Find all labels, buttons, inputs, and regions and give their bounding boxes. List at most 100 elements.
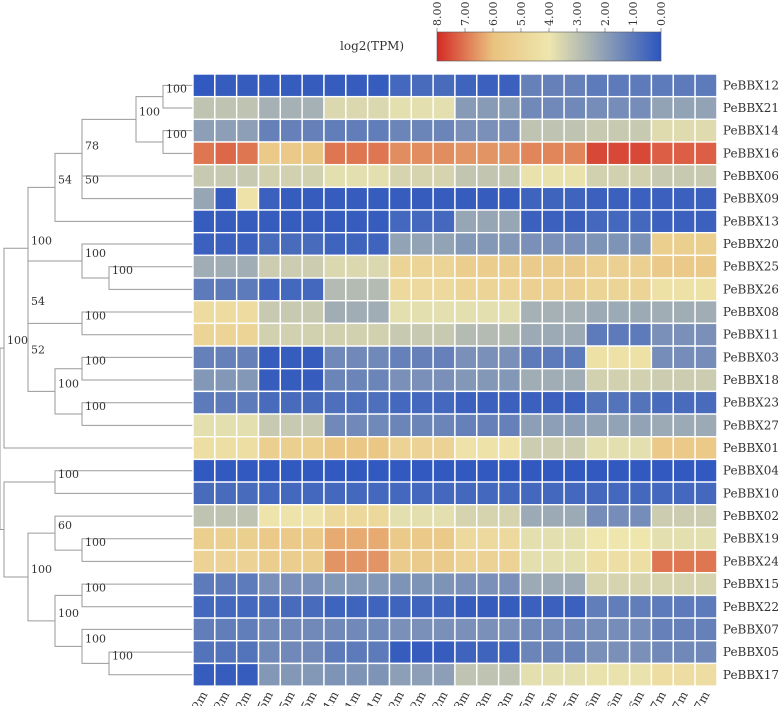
heatmap-cell [563,413,587,438]
heatmap-cell [388,458,413,483]
heatmap-cell [650,300,674,325]
heatmap-cell [563,481,587,506]
heatmap-cell [628,368,653,393]
heatmap-cell [432,254,456,279]
heatmap-cell [694,322,718,347]
support-value: 100 [7,334,28,347]
heatmap-cell [497,231,522,257]
heatmap-cell [432,322,456,347]
heatmap-cell [366,481,391,506]
heatmap-cell [388,436,413,461]
heatmap-cell [192,481,216,506]
heatmap-cell [192,368,216,393]
heatmap-cell [628,118,653,143]
support-value: 52 [31,343,45,356]
heatmap-cell [454,277,478,302]
heatmap-cell [214,231,238,257]
heatmap-cell [650,640,674,665]
heatmap-cell [257,141,282,166]
heatmap-cell [563,209,587,234]
heatmap-cell [366,640,391,665]
heatmap-cell [672,300,696,325]
heatmap-cell [410,277,434,302]
heatmap-cell [607,141,631,166]
heatmap-cell [541,594,565,619]
heatmap-cell [476,95,500,121]
heatmap-cell [235,458,260,483]
dendrogram-branch [54,515,193,551]
heatmap-cell [672,436,696,461]
heatmap-cell [607,458,631,483]
heatmap-cell [388,526,413,551]
heatmap-cell [454,186,478,211]
support-value: 54 [58,173,72,186]
heatmap-cell [541,662,565,687]
heatmap-cell [607,413,631,438]
heatmap-cell [519,141,543,166]
heatmap-cell [650,73,674,98]
heatmap-cell [497,73,522,98]
heatmap-cell [541,300,565,325]
heatmap-cell [476,186,500,211]
legend-title: log2(TPM) [340,39,404,53]
heatmap-cell [497,390,522,415]
heatmap-cell [672,526,696,551]
heatmap-cell [628,186,653,211]
dendrogram-branch [135,96,163,143]
heatmap-cell [497,572,522,597]
heatmap-cell [563,572,587,597]
heatmap-cell [519,300,543,325]
heatmap-cell [476,594,500,619]
support-value: 100 [85,309,106,322]
heatmap-cell [301,390,325,415]
heatmap-cell [541,231,565,257]
heatmap-cell [563,141,587,166]
heatmap-cell [301,572,325,597]
heatmap-cell [323,186,347,211]
heatmap-cell [563,73,587,98]
heatmap-cell [607,322,631,347]
heatmap-cell [323,662,347,687]
heatmap-cell [650,141,674,166]
heatmap-cell [301,209,325,234]
heatmap-cell [585,368,609,393]
heatmap-cell [607,640,631,665]
heatmap-cell [279,413,303,438]
heatmap-cell [214,572,238,597]
heatmap-cell [345,277,369,302]
support-value: 100 [112,264,133,277]
column-label: 3m [473,688,495,706]
heatmap-cell [694,481,718,506]
heatmap-cell [257,73,282,98]
heatmap-cell [235,526,260,551]
row-label: PeBBX22 [723,600,778,614]
heatmap-cell [541,549,565,574]
heatmap-cell [366,549,391,574]
heatmap-cell [235,413,260,438]
heatmap-cell [192,231,216,257]
heatmap-cell [257,617,282,642]
heatmap-cell [497,322,522,347]
row-label: PeBBX23 [723,396,778,410]
heatmap-cell [388,413,413,438]
heatmap-cell [694,572,718,597]
column-label: 2m [386,688,408,706]
heatmap-cell [694,617,718,642]
heatmap-cell [235,368,260,393]
column-labels: 0.2m0.2m0.2m0.5m0.5m0.5m 1m 1m 1m 2m 2m 2m 3m 3m… [184,688,713,710]
row-label: PeBBX09 [723,192,778,206]
heatmap-cell [628,277,653,302]
support-value: 100 [85,632,106,645]
heatmap-cell [672,413,696,438]
heatmap-cell [279,617,303,642]
support-value: 100 [31,563,52,576]
heatmap-cell [410,413,434,438]
heatmap-cell [694,118,718,143]
heatmap-cell [366,118,391,143]
heatmap-cell [672,640,696,665]
heatmap-cell [607,368,631,393]
heatmap-cell [410,231,434,257]
heatmap-cell [388,572,413,597]
heatmap-cell [388,549,413,574]
heatmap-cell [454,254,478,279]
